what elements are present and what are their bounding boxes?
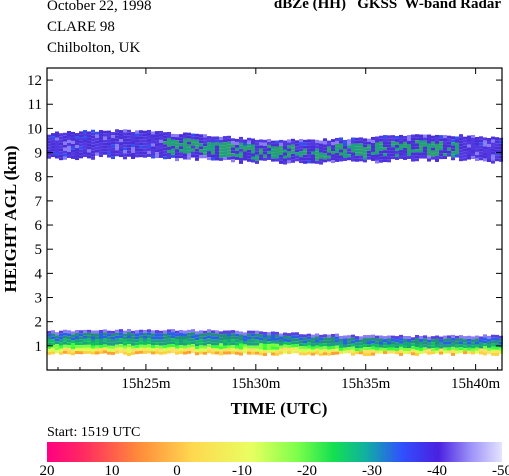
y-tick-label: 4 <box>35 266 43 282</box>
campaign-label: CLARE 98 <box>47 19 115 35</box>
y-tick-label: 2 <box>35 315 43 331</box>
x-tick-label: 15h40m <box>451 376 501 392</box>
x-axis: 15h25m 15h30m 15h35m 15h40m <box>57 68 501 392</box>
product-title: dBZe (HH) GKSS W-band Radar <box>273 0 501 12</box>
x-tick-label: 15h35m <box>341 376 391 392</box>
colorbar-tick-label: 20 <box>40 463 55 476</box>
y-tick-label: 12 <box>27 73 42 89</box>
y-tick-label: 9 <box>35 146 43 162</box>
y-tick-label: 3 <box>35 291 43 307</box>
x-axis-title: TIME (UTC) <box>231 399 328 418</box>
y-tick-label: 11 <box>28 97 42 113</box>
plot-frame <box>46 67 503 371</box>
y-axis-title: HEIGHT AGL (km) <box>1 145 20 292</box>
y-tick-label: 5 <box>35 242 43 258</box>
y-tick-label: 7 <box>35 194 43 210</box>
start-time-label: Start: 1519 UTC <box>47 425 141 440</box>
colorbar-tick-label: 0 <box>173 463 181 476</box>
colorbar-tick-label: -20 <box>297 463 317 476</box>
y-tick-label: 6 <box>35 218 43 234</box>
date-label: October 22, 1998 <box>47 0 152 14</box>
colorbar-tick-label: 10 <box>105 463 120 476</box>
colorbar-tick-label: -50 <box>492 463 509 476</box>
reflectivity-field <box>47 129 503 357</box>
x-tick-label: 15h30m <box>231 376 281 392</box>
metadata-block: October 22, 1998 CLARE 98 Chilbolton, UK <box>47 0 152 59</box>
y-tick-label: 8 <box>35 170 43 186</box>
colorbar-ticks: 20 10 0 -10 -20 -30 -40 -50 <box>40 463 509 476</box>
colorbar-tick-label: -30 <box>362 463 382 476</box>
site-label: Chilbolton, UK <box>47 40 141 56</box>
colorbar-tick-label: -10 <box>232 463 252 476</box>
colorbar <box>47 442 502 462</box>
x-tick-label: 15h25m <box>121 376 171 392</box>
y-tick-label: 10 <box>27 121 42 137</box>
colorbar-tick-label: -40 <box>427 463 447 476</box>
y-tick-label: 1 <box>35 339 43 355</box>
